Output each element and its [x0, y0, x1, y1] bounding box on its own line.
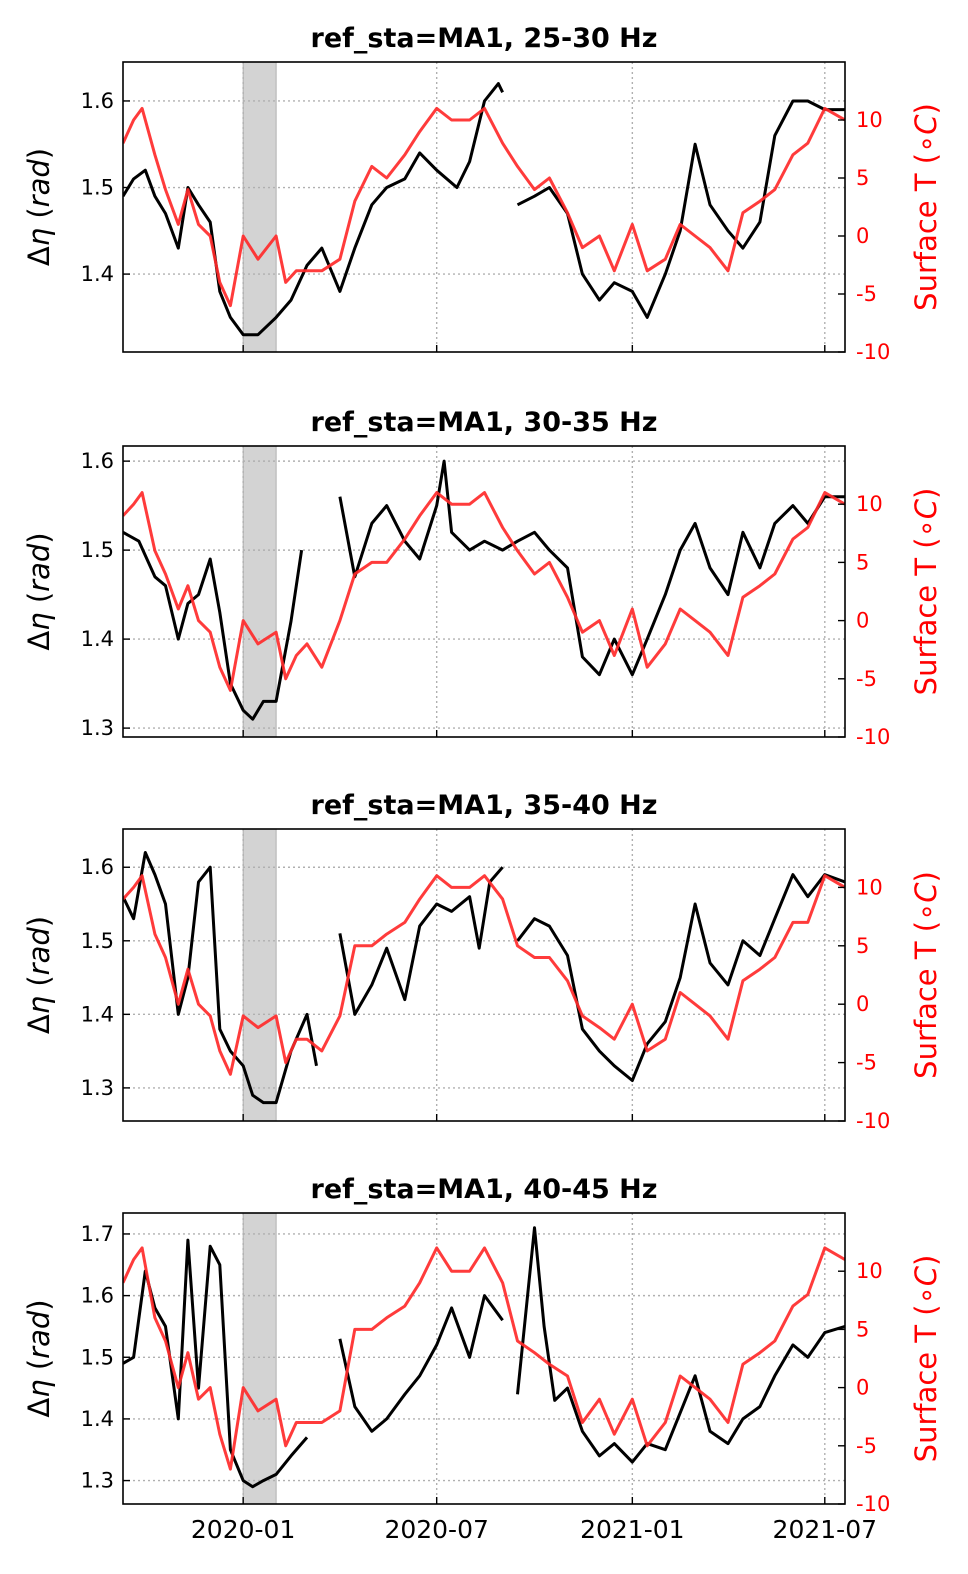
y-axis-label: Δη (rad)	[22, 1299, 56, 1417]
y-tick-label: 1.4	[81, 1407, 114, 1431]
temperature-line	[123, 874, 845, 1076]
plot-area	[123, 851, 845, 1105]
shaded-span	[242, 61, 277, 353]
y-tick-label: 1.6	[81, 449, 114, 473]
axes-frame	[122, 1212, 846, 1505]
delta-eta-line	[516, 1226, 845, 1464]
y2-tick-label: 5	[856, 934, 869, 958]
temperature-line	[123, 491, 845, 692]
y-tick-label: 1.3	[81, 1076, 114, 1100]
y-tick-label: 1.5	[81, 1345, 114, 1369]
axes-frame	[122, 828, 846, 1122]
shaded-span	[242, 828, 277, 1122]
y2-axis-label: Surface T (∘C)	[909, 103, 943, 311]
y-tick-label: 1.3	[81, 1469, 114, 1493]
y2-tick-label: 10	[856, 108, 883, 132]
temperature-line	[123, 1246, 845, 1471]
y2-tick-label: 0	[856, 609, 869, 633]
x-tick-label: 2020-01	[191, 1515, 295, 1544]
y-tick-label: 1.5	[81, 176, 114, 200]
y2-tick-label: -5	[856, 1051, 877, 1075]
y2-tick-label: -10	[856, 1109, 890, 1133]
chart-title: ref_sta=MA1, 30-35 Hz	[311, 407, 658, 438]
y-tick-label: 1.6	[81, 855, 114, 879]
x-tick-label: 2021-07	[773, 1515, 877, 1544]
y-tick-label: 1.4	[81, 262, 114, 286]
y2-tick-label: -10	[856, 340, 890, 364]
delta-eta-line	[123, 530, 304, 721]
axes-frame	[122, 445, 846, 738]
delta-eta-line	[516, 873, 845, 1082]
y2-tick-label: -5	[856, 1434, 877, 1458]
y-tick-label: 1.6	[81, 89, 114, 113]
y2-tick-label: 5	[856, 1317, 869, 1341]
axes-frame	[122, 61, 846, 353]
y2-tick-label: 5	[856, 166, 869, 190]
y-tick-label: 1.4	[81, 1002, 114, 1026]
y2-tick-label: 0	[856, 992, 869, 1016]
plot-area	[123, 1226, 845, 1489]
delta-eta-line	[338, 866, 504, 1016]
y2-tick-label: 10	[856, 875, 883, 899]
y2-tick-label: 5	[856, 550, 869, 574]
x-tick-label: 2021-01	[580, 1515, 684, 1544]
x-tick-label: 2020-07	[384, 1515, 488, 1544]
delta-eta-line	[338, 459, 845, 677]
y2-axis-label: Surface T (∘C)	[909, 1255, 943, 1463]
delta-eta-line	[516, 99, 845, 319]
chart-title: ref_sta=MA1, 25-30 Hz	[311, 23, 658, 54]
y-tick-label: 1.4	[81, 627, 114, 651]
delta-eta-line	[338, 1294, 504, 1433]
y2-axis-label: Surface T (∘C)	[909, 871, 943, 1079]
y2-axis-label: Surface T (∘C)	[909, 488, 943, 696]
y-axis-label: Δη (rad)	[22, 532, 56, 650]
y-tick-label: 1.6	[81, 1284, 114, 1308]
delta-eta-line	[123, 82, 504, 337]
y-axis-label: Δη (rad)	[22, 916, 56, 1034]
chart-title: ref_sta=MA1, 35-40 Hz	[311, 790, 658, 821]
y-axis-label: Δη (rad)	[22, 148, 56, 266]
y-tick-label: 1.5	[81, 538, 114, 562]
y2-tick-label: 0	[856, 1376, 869, 1400]
plot-area	[123, 82, 845, 337]
y2-tick-label: -5	[856, 282, 877, 306]
y2-tick-label: 10	[856, 1259, 883, 1283]
shaded-span	[242, 445, 277, 738]
chart-title: ref_sta=MA1, 40-45 Hz	[311, 1174, 658, 1205]
y2-tick-label: 10	[856, 492, 883, 516]
delta-eta-line	[123, 851, 318, 1105]
y2-tick-label: -10	[856, 725, 890, 749]
delta-eta-line	[123, 1238, 309, 1489]
plot-area	[123, 459, 845, 721]
y2-tick-label: -10	[856, 1492, 890, 1516]
y2-tick-label: -5	[856, 667, 877, 691]
y-tick-label: 1.3	[81, 716, 114, 740]
y-tick-label: 1.7	[81, 1222, 114, 1246]
temperature-line	[123, 106, 845, 308]
y2-tick-label: 0	[856, 224, 869, 248]
y-tick-label: 1.5	[81, 929, 114, 953]
shaded-span	[242, 1212, 277, 1505]
